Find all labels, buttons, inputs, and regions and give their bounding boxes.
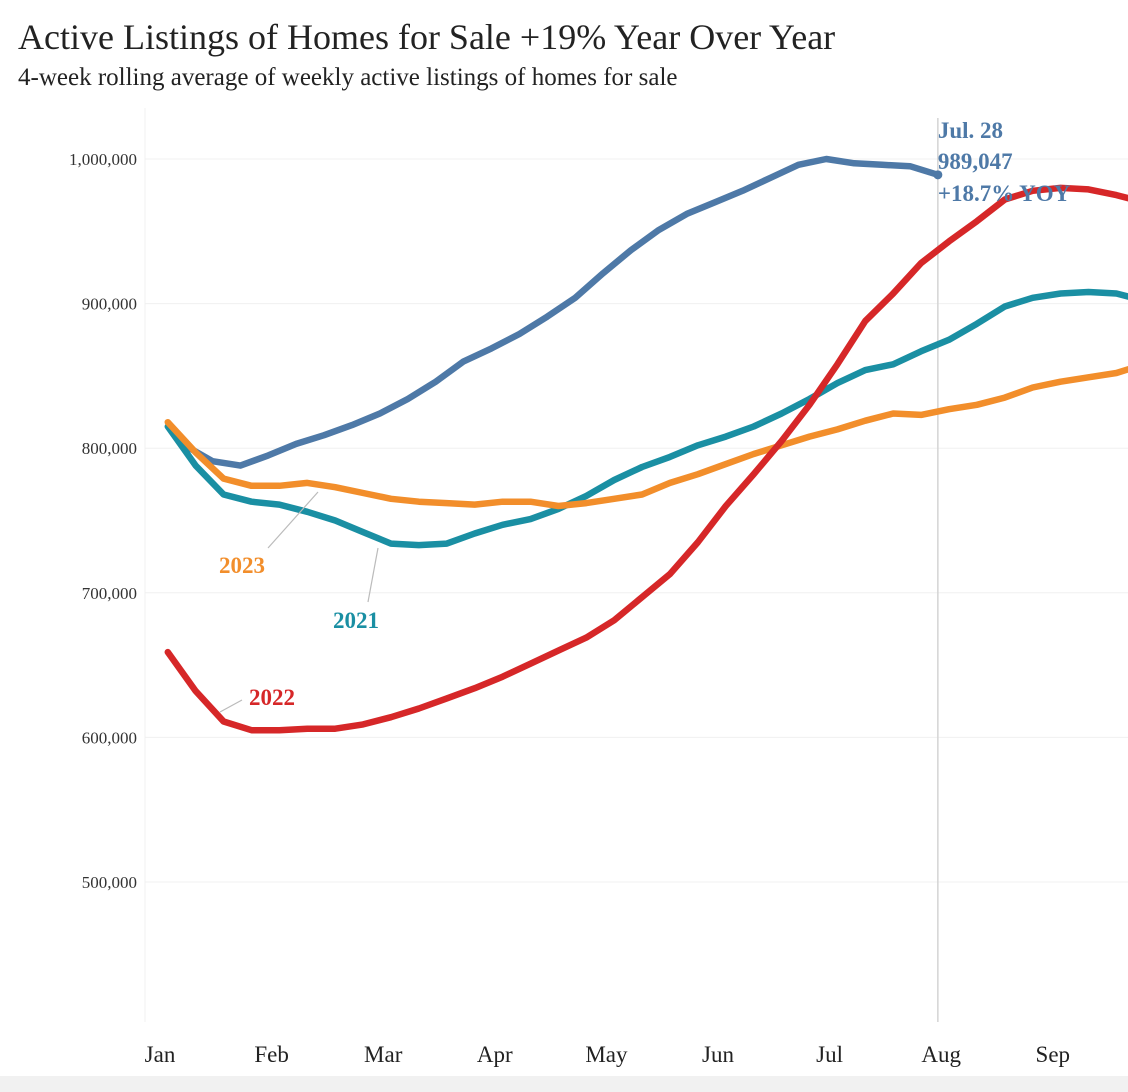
x-tick-label: Aug (921, 1042, 961, 1067)
series-lines (164, 155, 1128, 734)
x-tick-label: Jan (145, 1042, 176, 1067)
label-leader-2022 (219, 699, 243, 713)
series-label-2022: 2022 (249, 685, 295, 710)
series-line-2023 (164, 365, 1128, 510)
y-tick-label: 600,000 (82, 728, 137, 747)
label-leader-2023 (267, 491, 319, 549)
chart-title: Active Listings of Homes for Sale +19% Y… (18, 17, 836, 57)
bottom-scrollbar-area (0, 1076, 1128, 1092)
y-tick-label: 1,000,000 (69, 150, 137, 169)
callout-change: +18.7% YOY (938, 181, 1071, 206)
series-label-2021: 2021 (333, 608, 379, 633)
label-leader-2021 (367, 547, 379, 603)
series-line-2024 (181, 155, 942, 469)
gridlines (145, 158, 1128, 883)
endpoint-marker-2024 (933, 170, 943, 180)
series-line-2021 (164, 288, 1128, 549)
x-tick-label: Feb (254, 1042, 289, 1067)
x-tick-label: Jul (816, 1042, 843, 1067)
reference-callout: Jul. 28 989,047 +18.7% YOY (938, 118, 1071, 206)
x-tick-label: Jun (702, 1042, 734, 1067)
x-axis: Jan Feb Mar Apr May Jun Jul Aug Sep (145, 1042, 1070, 1067)
callout-date: Jul. 28 (938, 118, 1003, 143)
y-tick-label: 800,000 (82, 439, 137, 458)
y-tick-label: 900,000 (82, 295, 137, 314)
series-label-2023: 2023 (219, 553, 265, 578)
x-tick-label: Mar (364, 1042, 403, 1067)
series-labels: 2023 2021 2022 (219, 491, 379, 713)
y-axis: 500,000 600,000 700,000 800,000 900,000 1,000… (69, 108, 146, 1022)
chart-subtitle: 4-week rolling average of weekly active … (18, 64, 678, 91)
y-tick-label: 700,000 (82, 584, 137, 603)
callout-value: 989,047 (938, 149, 1013, 174)
x-tick-label: Apr (477, 1042, 513, 1067)
x-tick-label: Sep (1036, 1042, 1071, 1067)
series-line-2022 (164, 184, 1128, 734)
x-tick-label: May (585, 1042, 628, 1067)
y-tick-label: 500,000 (82, 873, 137, 892)
